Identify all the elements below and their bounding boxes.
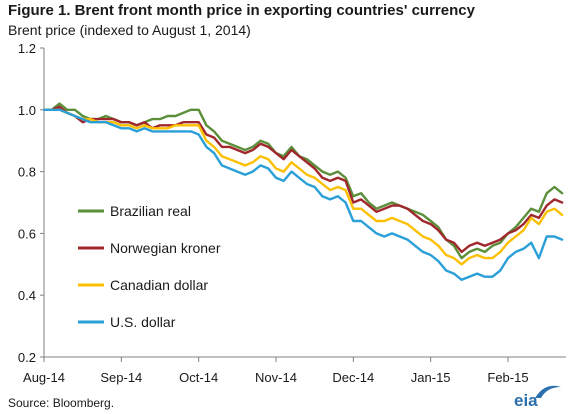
y-tick-label: 0.4 <box>18 288 36 303</box>
y-tick-label: 0.8 <box>18 165 36 180</box>
legend-label-brazilian-real: Brazilian real <box>110 203 191 219</box>
legend-label-us-dollar: U.S. dollar <box>110 314 176 330</box>
x-tick-label: Aug-14 <box>23 370 65 385</box>
legend: Brazilian real Norwegian kroner Canadian d… <box>78 203 221 330</box>
eia-logo: eia <box>514 385 561 410</box>
x-tick-label: Nov-14 <box>255 370 297 385</box>
x-tick-label: Feb-15 <box>487 370 528 385</box>
chart-subtitle: Brent price (indexed to August 1, 2014) <box>8 22 251 38</box>
x-tick-label: Jan-15 <box>411 370 451 385</box>
series-lines <box>42 102 564 281</box>
x-tick-label: Oct-14 <box>179 370 218 385</box>
y-tick-label: 0.2 <box>18 350 36 365</box>
y-tick-label: 1.2 <box>18 41 36 56</box>
x-axis: Aug-14 Sep-14 Oct-14 Nov-14 Dec-14 Jan-15 Feb-… <box>23 356 566 385</box>
y-tick-label: 0.6 <box>18 226 36 241</box>
series-line-norwegian-kroner <box>42 105 564 254</box>
chart-title: Figure 1. Brent front month price in exp… <box>8 2 475 19</box>
eia-logo-swoosh <box>535 385 561 398</box>
series-line-us-dollar <box>42 108 564 281</box>
x-tick-label: Sep-14 <box>100 370 142 385</box>
eia-logo-text: eia <box>514 391 538 410</box>
series-line-canadian-dollar <box>42 108 564 266</box>
x-tick-label: Dec-14 <box>332 370 374 385</box>
source-note: Source: Bloomberg. <box>8 396 115 410</box>
legend-label-norwegian-kroner: Norwegian kroner <box>110 240 221 256</box>
y-axis: 0.2 0.4 0.6 0.8 1.0 1.2 <box>18 41 45 365</box>
y-tick-label: 1.0 <box>18 103 36 118</box>
legend-label-canadian-dollar: Canadian dollar <box>110 277 208 293</box>
